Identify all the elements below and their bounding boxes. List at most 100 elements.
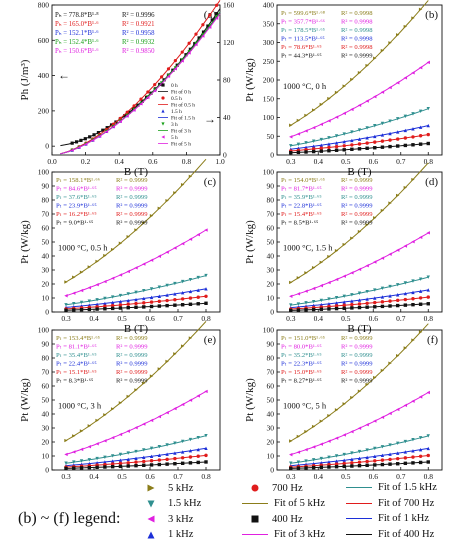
data-point [388,443,392,447]
data-point [395,451,400,455]
data-point [418,235,423,240]
y-tick-label: 70 [267,210,275,219]
legend-line-icon [346,502,372,504]
data-point [165,462,169,466]
legend-line-icon [242,502,268,504]
data-point [149,214,154,218]
data-point [125,110,129,114]
data-point [103,304,107,308]
data-point [403,461,408,466]
data-point [201,30,206,34]
data-point [136,103,140,107]
data-point [388,457,392,462]
right-axis-arrow: → [204,112,216,126]
data-point [157,294,162,298]
data-point [210,18,214,22]
data-point [84,142,88,146]
data-point [365,63,369,68]
data-point [342,452,346,457]
x-tick-label: 0.6 [369,157,379,166]
data-point [350,302,354,307]
data-point [166,67,171,71]
y-tick-label: 90 [42,182,50,191]
data-point [289,294,293,299]
data-point [157,285,162,289]
data-point [334,408,339,412]
condition-label: 1000 °C, 0 h [283,81,327,91]
data-point [95,302,99,306]
equation-label: Pₜ = 44.3*B¹·⁶⁵ [281,53,322,60]
x-tick-label: 0.4 [314,157,324,166]
legend-label: Fit of 400 Hz [378,528,435,540]
x-tick-label: 0.3 [61,472,71,480]
condition-label: 1000 °C, 5 h [283,400,327,410]
data-point [296,466,301,470]
data-point [373,459,377,463]
data-point [188,455,193,459]
data-point [72,460,76,464]
r2-label: R² = 0.9999 [116,335,148,342]
equation-label: Pₕ = 152.1*B¹·⁶ [55,30,99,37]
data-point [418,296,423,300]
legend-item: Fit of 1 kHz [346,513,429,524]
data-point [144,95,149,99]
data-point [118,241,123,245]
data-point [418,330,423,334]
data-point [140,99,144,103]
x-tick-label: 0.8 [201,314,211,323]
data-point [142,289,146,293]
data-point [204,301,208,305]
r2-label: R² = 0.9998 [341,10,373,17]
legend-label: Fit of 700 Hz [378,497,435,509]
data-point [334,436,339,440]
data-point [350,299,354,303]
data-point [180,461,185,465]
data-point [319,298,324,303]
data-point [411,135,415,139]
x-axis-label: B (T) [347,323,371,335]
data-point [104,130,109,134]
data-point [334,248,339,253]
data-point [395,33,400,37]
panel-b: 0.3 0.4 0.5 0.6 0.7 0.8 0 50 100 150 200 250 300 350 4… [244,0,443,178]
data-point [215,15,219,19]
data-point [126,305,130,310]
data-point [103,413,107,417]
data-point [103,465,107,469]
data-point [79,288,84,293]
equation-label: Pₜ = 23.9*B¹·⁶⁵ [56,203,97,210]
y-tick-label: 90 [42,340,50,349]
data-point [173,281,177,286]
data-point [350,395,354,400]
data-point [134,460,138,464]
data-point [350,461,354,465]
data-point [342,274,346,278]
data-point [126,394,130,399]
data-point [418,134,423,138]
data-point [70,148,74,152]
y-tick-label: 70 [42,368,50,377]
legend-line-icon [346,487,372,488]
y-tick-label: 600 [38,36,50,45]
equation-label: Pₜ = 37.6*B¹·⁶⁵ [56,194,97,201]
data-point [327,145,331,150]
data-point [110,462,115,466]
data-point [123,114,127,118]
r2-label: R² = 0.9999 [116,177,148,184]
y2-tick-label: 0 [223,151,227,160]
panel-label: (d) [425,176,438,188]
r2-label: R² = 0.9999 [341,344,373,351]
data-point [365,146,369,150]
data-point [327,280,331,285]
data-point [388,85,392,90]
legend-label: Fit of 1.5 kHz [378,482,437,493]
data-point [126,298,130,303]
x-tick-label: 0.8 [182,157,192,166]
data-point [380,462,385,467]
data-point [418,65,423,70]
panel-label: (c) [204,176,217,188]
data-point [95,298,99,302]
data-point [180,50,184,54]
data-point [373,305,377,309]
r2-label: R² = 0.9998 [341,19,373,26]
